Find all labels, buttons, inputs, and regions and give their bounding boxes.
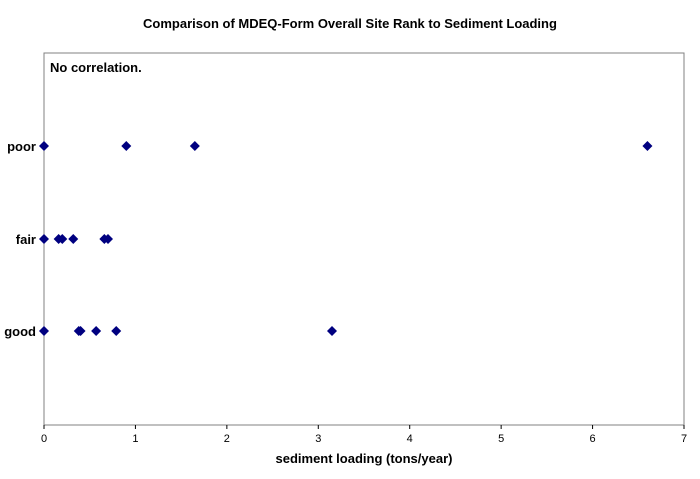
y-tick-label-poor: poor	[7, 139, 36, 154]
data-point	[91, 326, 102, 336]
x-tick-label: 1	[132, 433, 138, 445]
data-point	[103, 234, 113, 244]
plot-area	[43, 52, 685, 426]
data-point	[75, 326, 86, 336]
x-tick-label: 2	[224, 433, 230, 445]
x-axis: 0 1 2 3 4 5 6 7	[41, 425, 687, 445]
data-point	[121, 141, 132, 151]
x-axis-label: sediment loading (tons/year)	[276, 451, 453, 466]
annotation-text: No correlation.	[50, 60, 142, 75]
y-axis: good fair poor	[4, 139, 36, 339]
chart-title: Comparison of MDEQ-Form Overall Site Ran…	[143, 16, 557, 31]
x-tick-label: 4	[407, 433, 413, 445]
data-point	[39, 234, 49, 244]
data-point	[39, 141, 49, 151]
data-points	[39, 141, 653, 336]
x-tick-label: 7	[681, 433, 687, 445]
y-tick-label-good: good	[4, 324, 36, 339]
x-tick-label: 6	[590, 433, 596, 445]
x-tick-label: 5	[498, 433, 504, 445]
x-tick-label: 0	[41, 433, 47, 445]
x-tick-label: 3	[315, 433, 321, 445]
data-point	[189, 141, 200, 151]
data-point	[68, 234, 79, 244]
y-tick-label-fair: fair	[16, 232, 36, 247]
data-point	[327, 326, 337, 336]
data-point	[57, 234, 68, 244]
data-point	[111, 326, 122, 336]
data-point	[642, 141, 653, 151]
data-point	[39, 326, 49, 336]
